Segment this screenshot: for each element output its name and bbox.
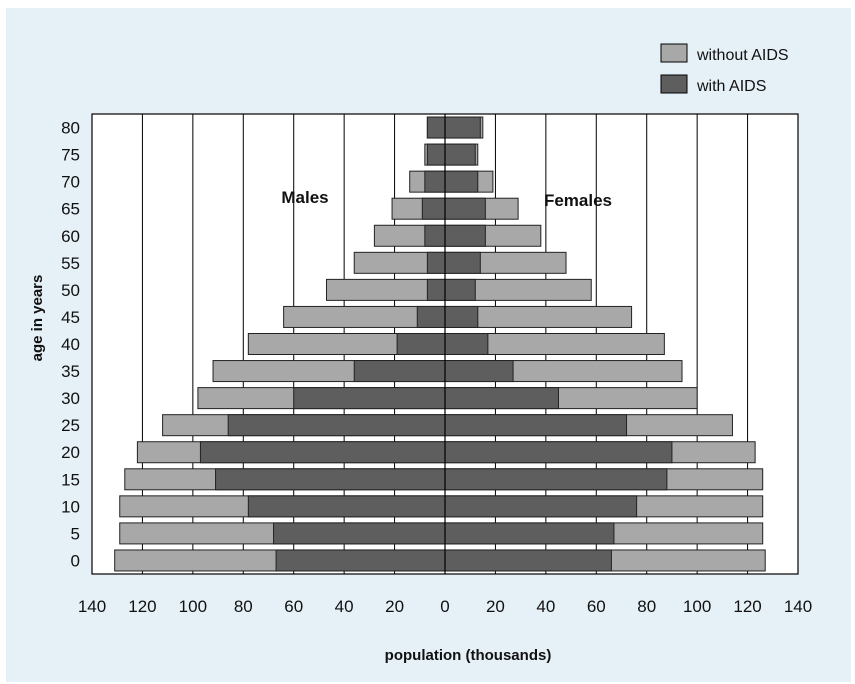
bar-male-with-aids: [396, 333, 446, 355]
bar-female-with-aids: [444, 278, 476, 301]
bar-female-with-aids: [444, 197, 486, 220]
y-tick-label: 10: [61, 497, 80, 516]
bar-female-with-aids: [444, 251, 481, 274]
bar-male-with-aids: [273, 522, 446, 545]
y-tick-label: 0: [71, 551, 80, 570]
x-tick-label: 100: [683, 597, 711, 616]
bar-female-with-aids: [444, 305, 479, 328]
bar-male-with-aids: [424, 224, 446, 247]
bar-male-with-aids: [215, 468, 446, 491]
bar-female-with-aids: [444, 387, 559, 410]
bar-female-with-aids: [444, 495, 638, 518]
bar-male-with-aids: [199, 441, 446, 464]
bars-with-aids: [199, 116, 673, 572]
x-tick-label: 20: [486, 597, 505, 616]
x-axis-label: population (thousands): [385, 647, 552, 664]
legend-label-without-aids: without AIDS: [696, 47, 789, 64]
bar-male-with-aids: [353, 360, 446, 383]
bar-male-with-aids: [275, 549, 446, 572]
y-tick-label: 70: [61, 173, 80, 192]
annotation-males: Males: [281, 188, 328, 207]
bar-female-with-aids: [444, 333, 489, 355]
y-tick-label: 80: [61, 119, 80, 138]
x-tick-label: 80: [234, 597, 253, 616]
bar-female-with-aids: [444, 441, 673, 464]
y-tick-label: 5: [71, 524, 80, 543]
x-tick-label: 100: [179, 597, 207, 616]
bar-male-with-aids: [227, 414, 446, 437]
y-tick-label: 20: [61, 443, 80, 462]
x-tick-label: 80: [637, 597, 656, 616]
y-tick-label: 25: [61, 416, 80, 435]
bar-female-with-aids: [444, 468, 668, 491]
bar-female-with-aids: [444, 360, 514, 383]
y-tick-label: 40: [61, 335, 80, 354]
bar-female-with-aids: [444, 549, 612, 572]
bar-female-with-aids: [444, 414, 628, 437]
bar-male-with-aids: [247, 495, 446, 518]
y-tick-label: 55: [61, 254, 80, 273]
legend-swatch-without-aids: [660, 43, 688, 63]
legend-label-with-aids: with AIDS: [696, 78, 766, 95]
x-tick-label: 60: [587, 597, 606, 616]
y-tick-label: 45: [61, 308, 80, 327]
x-tick-label: 0: [440, 597, 449, 616]
bar-male-with-aids: [426, 116, 446, 139]
y-tick-label: 50: [61, 281, 80, 300]
annotation-females: Females: [544, 191, 612, 210]
y-axis-label: age in years: [29, 275, 46, 362]
y-tick-label: 65: [61, 200, 80, 219]
legend-swatch-with-aids: [660, 74, 688, 94]
y-tick-label: 35: [61, 362, 80, 381]
y-tick-label: 15: [61, 470, 80, 489]
x-tick-label: 120: [128, 597, 156, 616]
bar-female-with-aids: [444, 116, 481, 139]
x-tick-label: 140: [78, 597, 106, 616]
x-tick-label: 60: [284, 597, 303, 616]
bar-female-with-aids: [444, 522, 615, 545]
x-tick-label: 140: [784, 597, 812, 616]
bar-male-with-aids: [424, 170, 446, 193]
x-tick-label: 40: [536, 597, 555, 616]
y-tick-labels: 0 5 10 15 20 25 30 35 40 45 50 55 60 65 70 75 80: [61, 119, 80, 571]
x-tick-label: 40: [335, 597, 354, 616]
y-tick-label: 75: [61, 146, 80, 165]
bar-male-with-aids: [293, 387, 446, 410]
y-tick-label: 60: [61, 227, 80, 246]
bar-male-with-aids: [421, 197, 446, 220]
x-tick-label: 120: [733, 597, 761, 616]
bar-female-with-aids: [444, 170, 479, 193]
x-tick-labels: 140 120 100 80 60 40 20 0 20 40 60 80 100 120 140: [78, 597, 812, 616]
bar-female-with-aids: [444, 143, 476, 166]
bar-male-with-aids: [426, 278, 446, 301]
y-tick-label: 30: [61, 389, 80, 408]
bar-female-with-aids: [444, 224, 486, 247]
bar-male-with-aids: [426, 251, 446, 274]
bar-male-with-aids: [416, 305, 446, 328]
legend: without AIDS with AIDS: [660, 43, 789, 95]
bar-male-with-aids: [426, 143, 446, 166]
x-tick-label: 20: [385, 597, 404, 616]
